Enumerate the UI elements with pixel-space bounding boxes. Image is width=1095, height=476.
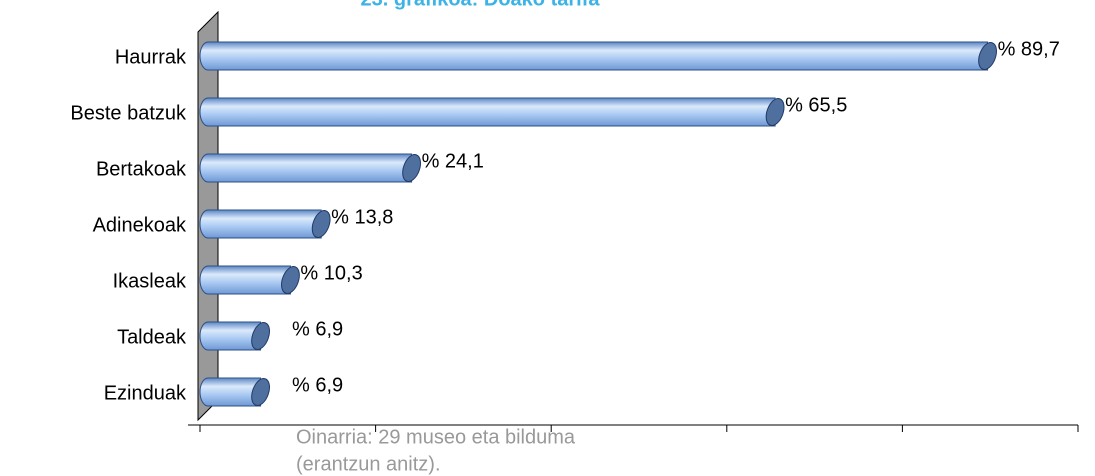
value-label: % 10,3	[300, 262, 362, 284]
bar	[199, 377, 262, 407]
value-label: % 89,7	[998, 38, 1060, 60]
bar	[199, 321, 262, 351]
bar	[199, 97, 776, 127]
bar-cap	[281, 266, 300, 294]
bar	[199, 209, 322, 239]
bar-cap	[311, 210, 331, 238]
y-tick-label: Ikasleak	[113, 270, 187, 292]
value-label: % 65,5	[785, 94, 847, 116]
bar	[199, 41, 989, 71]
value-label: % 6,9	[292, 318, 343, 340]
value-label: % 13,8	[331, 206, 393, 228]
y-tick-label: Haurrak	[115, 46, 187, 68]
y-tick-label: Ezinduak	[104, 382, 187, 404]
y-tick-label: Bertakoak	[96, 158, 187, 180]
chart-title: 23. grafikoa: Doako tarifa	[361, 0, 601, 10]
y-tick-label: Adinekoak	[93, 214, 187, 236]
bar-cap	[402, 154, 422, 182]
note: Oinarria: 29 museo eta bilduma	[296, 426, 576, 448]
bar-cap	[978, 42, 997, 70]
note: (erantzun anitz).	[296, 453, 441, 475]
y-tick-label: Beste batzuk	[70, 102, 187, 124]
y-tick-label: Taldeak	[117, 326, 187, 348]
bar	[199, 153, 413, 183]
bar-cap	[251, 322, 270, 350]
bar	[199, 265, 291, 295]
value-label: % 6,9	[292, 374, 343, 396]
bar-cap	[251, 378, 270, 406]
bar-cap	[765, 98, 785, 126]
value-label: % 24,1	[422, 150, 484, 172]
